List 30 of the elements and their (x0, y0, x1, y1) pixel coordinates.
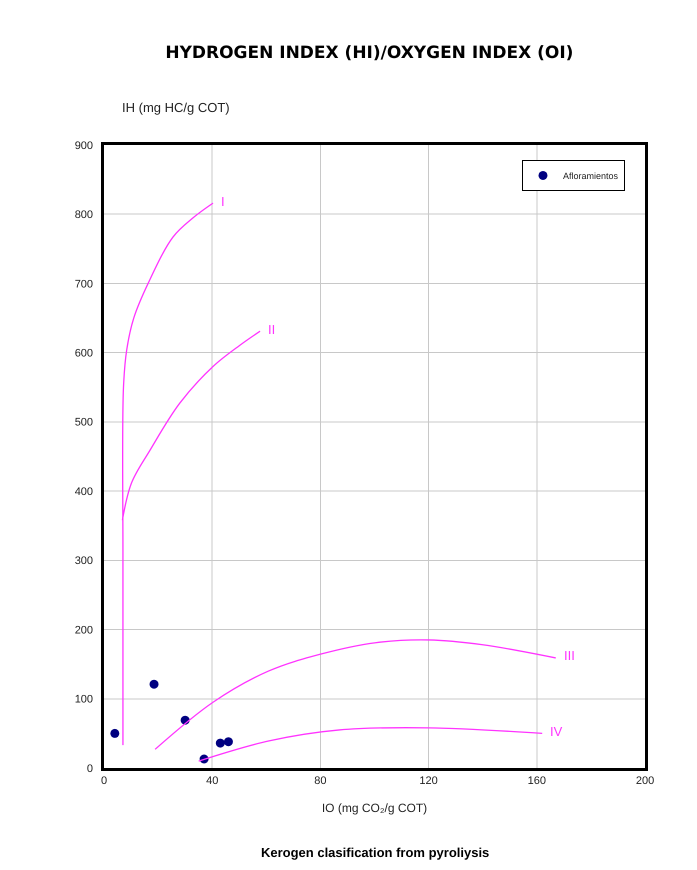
series-label: II (268, 322, 276, 337)
point (216, 738, 225, 748)
point (110, 728, 120, 738)
y-tick-label: 400 (74, 486, 94, 498)
x-tick-label: 80 (314, 774, 327, 787)
x-tick-label: 120 (419, 774, 438, 787)
x-tick-label: 40 (206, 774, 218, 787)
y-tick-label: 700 (74, 278, 94, 290)
series-label: IV (550, 724, 563, 739)
y-tick-label: 200 (74, 624, 94, 636)
point (150, 680, 159, 689)
y-tick-label: 600 (74, 348, 94, 360)
line-series (198, 727, 543, 762)
y-tick-label: 500 (74, 416, 94, 429)
text: Kerogen clasification from pyroliysis (261, 845, 490, 860)
x-tick-label: 160 (528, 774, 546, 787)
legend-label: Afloramientos (562, 170, 619, 181)
y-tick-label: 0 (86, 762, 94, 775)
y-axis-title: IH (mg HC/g COT) (122, 100, 230, 115)
y-tick-label: 900 (74, 140, 94, 152)
point (224, 737, 233, 746)
x-axis-title: IO (mg CO₂/g COT) (322, 800, 428, 815)
series-label: I (221, 194, 225, 209)
y-tick-label: 100 (74, 694, 94, 706)
y-tick-label: 300 (74, 555, 94, 568)
y-tick-label: 800 (74, 209, 94, 222)
chart-title: HYDROGEN INDEX (HI)/OXYGEN INDEX (OI) (165, 42, 574, 63)
x-tick-label: 0 (100, 774, 108, 787)
series-label: III (564, 648, 575, 663)
x-tick-label: 200 (636, 774, 654, 787)
